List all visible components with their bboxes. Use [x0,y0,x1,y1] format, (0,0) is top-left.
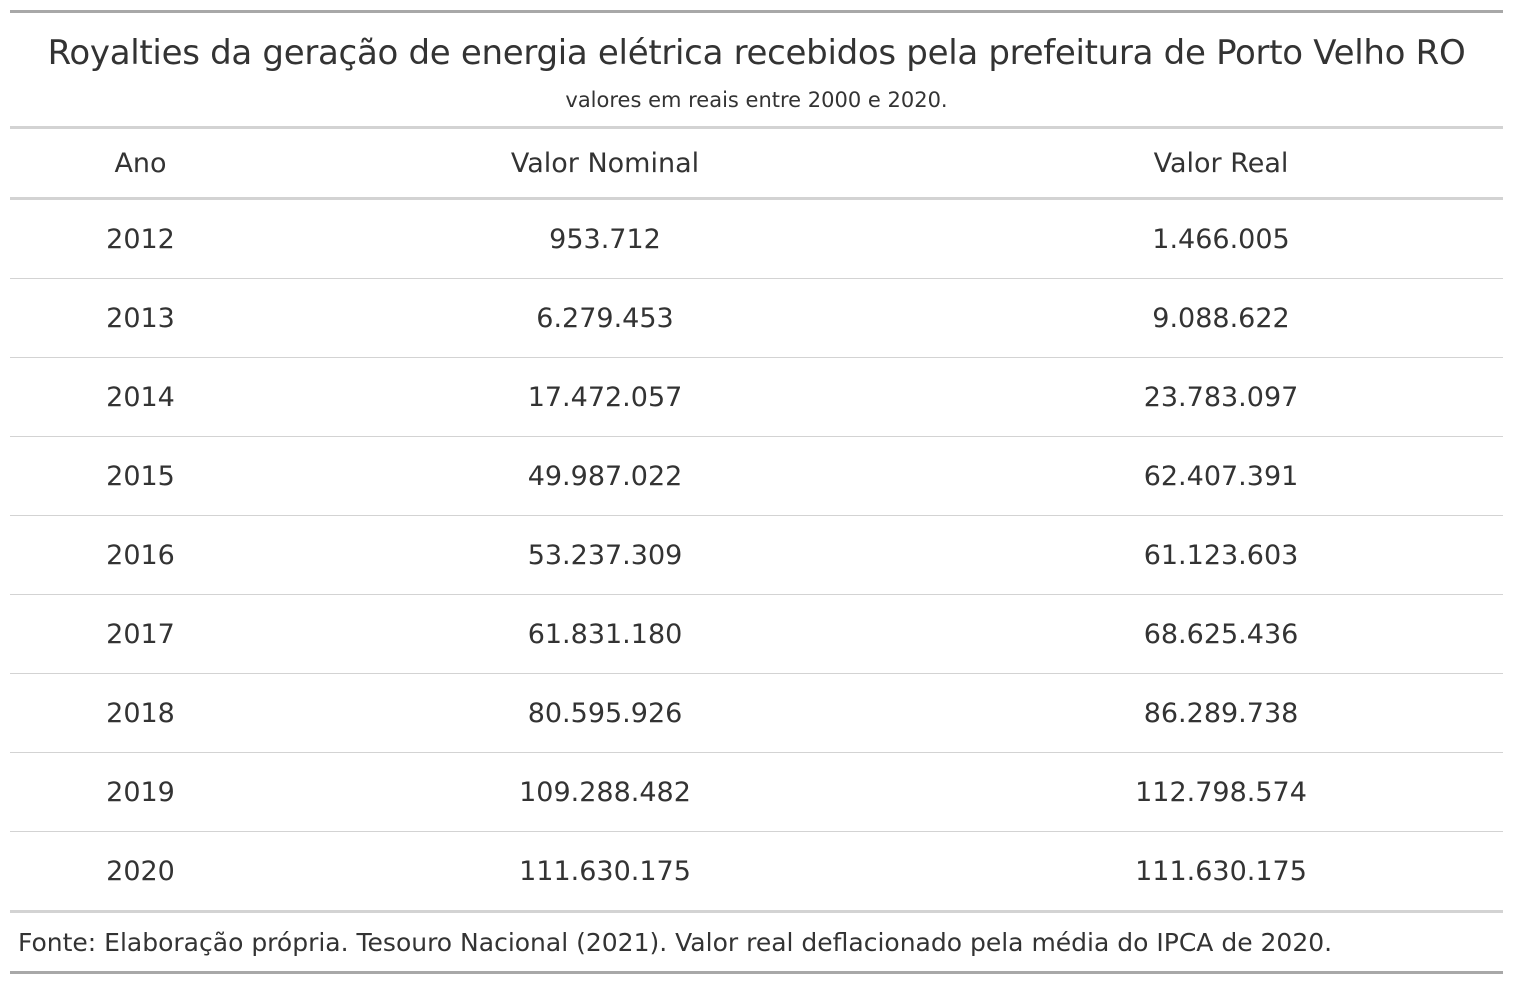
table-subtitle: valores em reais entre 2000 e 2020. [565,88,948,112]
cell-valor-nominal: 53.237.309 [271,515,939,595]
table-row: 2020 111.630.175 111.630.175 [10,831,1503,913]
cell-valor-nominal: 109.288.482 [271,752,939,832]
heading-rule [10,126,1503,129]
table-row: 2015 49.987.022 62.407.391 [10,436,1503,516]
cell-valor-real: 112.798.574 [939,752,1503,832]
table-row: 2017 61.831.180 68.625.436 [10,594,1503,674]
cell-ano: 2020 [10,831,271,913]
table-row: 2018 80.595.926 86.289.738 [10,673,1503,753]
cell-valor-real: 111.630.175 [939,831,1503,913]
table-row: 2012 953.712 1.466.005 [10,198,1503,279]
table-row: 2019 109.288.482 112.798.574 [10,752,1503,832]
table-row: 2014 17.472.057 23.783.097 [10,357,1503,437]
cell-ano: 2015 [10,436,271,516]
column-header-valor-nominal: Valor Nominal [271,129,939,200]
cell-ano: 2012 [10,198,271,279]
cell-valor-nominal: 953.712 [271,198,939,279]
cell-valor-nominal: 111.630.175 [271,831,939,913]
cell-valor-nominal: 49.987.022 [271,436,939,516]
table-header: Ano Valor Nominal Valor Real [10,129,1503,200]
cell-valor-nominal: 80.595.926 [271,673,939,753]
column-header-valor-real: Valor Real [939,129,1503,200]
cell-valor-nominal: 17.472.057 [271,357,939,437]
cell-valor-real: 62.407.391 [939,436,1503,516]
cell-valor-real: 86.289.738 [939,673,1503,753]
table-row: 2016 53.237.309 61.123.603 [10,515,1503,595]
cell-valor-real: 1.466.005 [939,198,1503,279]
cell-valor-nominal: 6.279.453 [271,278,939,358]
cell-ano: 2016 [10,515,271,595]
cell-valor-real: 61.123.603 [939,515,1503,595]
data-table: Ano Valor Nominal Valor Real 2012 953.71… [10,129,1503,913]
source-note: Fonte: Elaboração própria. Tesouro Nacio… [18,928,1333,957]
cell-valor-nominal: 61.831.180 [271,594,939,674]
bottom-rule [10,971,1503,974]
cell-ano: 2017 [10,594,271,674]
cell-ano: 2019 [10,752,271,832]
cell-valor-real: 23.783.097 [939,357,1503,437]
top-rule [10,10,1503,13]
column-header-ano: Ano [10,129,271,200]
royalties-table: Royalties da geração de energia elétrica… [10,10,1503,974]
cell-valor-real: 9.088.622 [939,278,1503,358]
cell-ano: 2014 [10,357,271,437]
table-row: 2013 6.279.453 9.088.622 [10,278,1503,358]
cell-valor-real: 68.625.436 [939,594,1503,674]
header-row: Ano Valor Nominal Valor Real [10,129,1503,200]
cell-ano: 2018 [10,673,271,753]
table-title: Royalties da geração de energia elétrica… [47,33,1466,73]
table-body: 2012 953.712 1.466.005 2013 6.279.453 9.… [10,198,1503,913]
cell-ano: 2013 [10,278,271,358]
